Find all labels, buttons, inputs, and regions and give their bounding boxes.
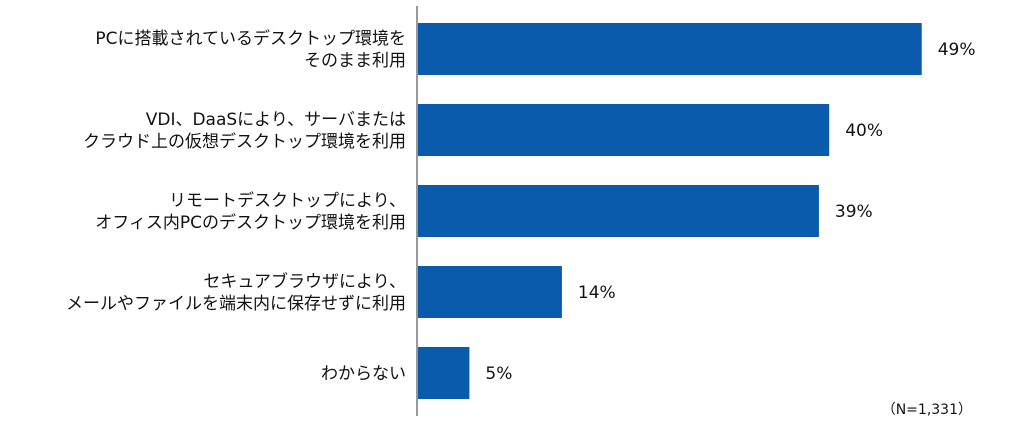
category-label-0-line-1: そのまま利用	[304, 51, 406, 71]
bar-1	[418, 104, 830, 156]
category-label-3-line-0: セキュアブラウザにより、	[203, 271, 406, 292]
category-label-3-line-1: メールやファイルを端末内に保存せずに利用	[66, 294, 406, 314]
bar-0	[418, 23, 922, 75]
category-label-2-line-0: リモートデスクトップにより、	[169, 190, 406, 211]
category-label-0-line-0: PCに搭載されているデスクトップ環境を	[95, 28, 406, 49]
bar-2	[418, 185, 819, 237]
category-label-1-line-1: クラウド上の仮想デスクトップ環境を利用	[83, 131, 406, 152]
bars	[418, 23, 922, 399]
value-labels: 49% 40% 39% 14% 5%	[485, 40, 975, 384]
category-label-2-line-1: オフィス内PCのデスクトップ環境を利用	[95, 212, 406, 233]
bar-3	[418, 266, 562, 318]
value-label-3: 14%	[578, 283, 616, 303]
value-label-0: 49%	[938, 40, 976, 60]
category-label-4-line-0: わからない	[321, 364, 406, 384]
value-label-1: 40%	[845, 121, 883, 141]
value-label-2: 39%	[835, 202, 873, 222]
value-label-4: 5%	[485, 364, 512, 384]
bar-4	[418, 347, 470, 399]
sample-size-note: （N=1,331）	[882, 402, 972, 418]
category-label-1-line-0: VDI、DaaSにより、サーバまたは	[146, 110, 406, 130]
